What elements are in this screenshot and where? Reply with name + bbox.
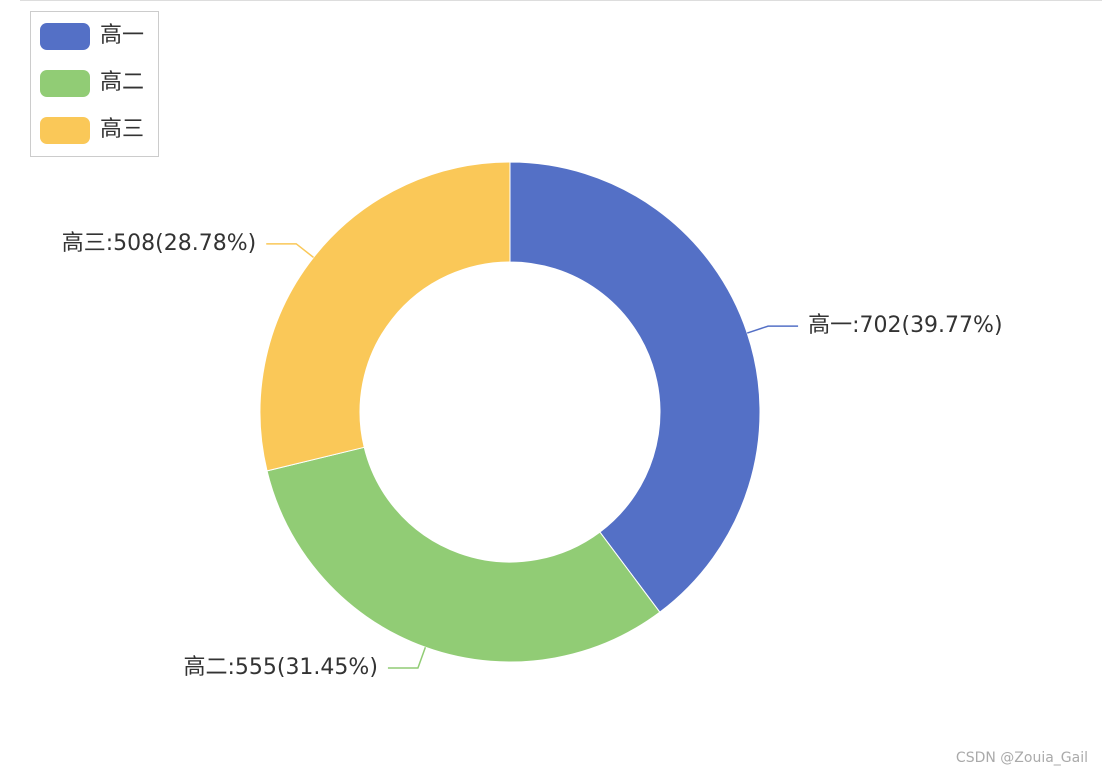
pie-slice [259,161,511,472]
label-line [266,243,314,259]
legend-swatch[interactable] [40,23,90,50]
data-label: 高三:508(28.78%) [62,231,256,256]
data-label: 高二:555(31.45%) [183,655,377,680]
label-line [387,646,427,669]
legend-label[interactable]: 高一 [100,23,144,48]
watermark: CSDN @Zouia_Gail [956,750,1088,766]
legend-label[interactable]: 高二 [100,70,144,95]
data-label: 高一:702(39.77%) [808,313,1002,338]
legend-label[interactable]: 高三 [100,117,144,142]
legend-swatch[interactable] [40,70,90,97]
pie-slice [266,446,661,663]
label-line [746,325,799,334]
pie-slice [509,161,761,613]
legend-swatch[interactable] [40,117,90,144]
